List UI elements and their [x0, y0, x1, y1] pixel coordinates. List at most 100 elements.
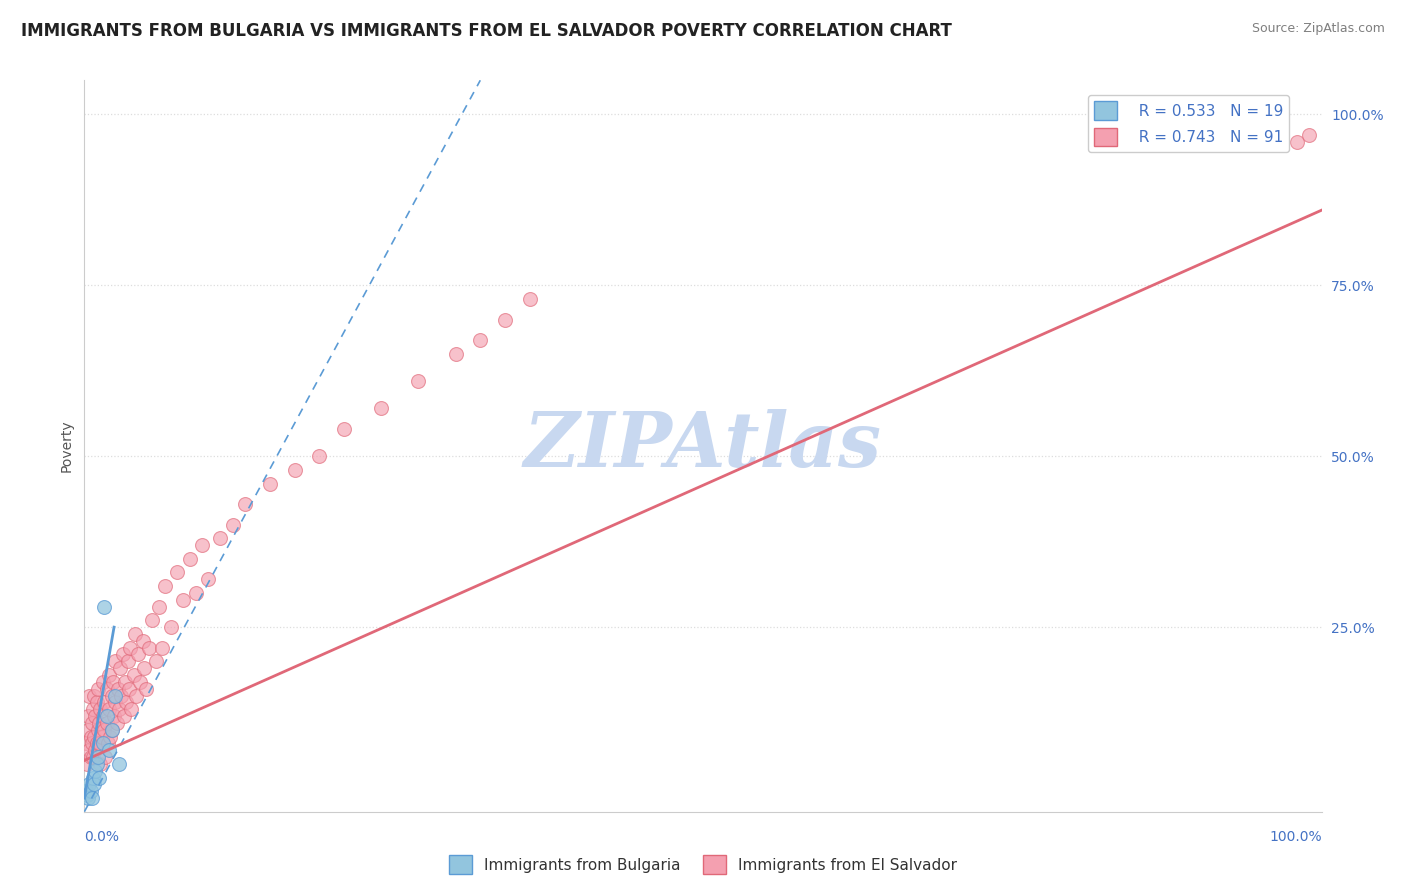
Point: [79, 777, 101, 791]
Point: [83, 689, 105, 703]
Point: [93, 723, 115, 737]
Point: [100, 689, 122, 703]
Point: [76, 788, 98, 802]
Point: [120, 702, 142, 716]
Point: [132, 661, 155, 675]
Point: [89, 715, 111, 730]
Point: [494, 312, 516, 326]
Point: [91, 736, 114, 750]
Point: [91, 709, 114, 723]
Point: [96, 709, 118, 723]
Point: [111, 648, 134, 662]
Point: [135, 681, 157, 696]
Point: [370, 401, 392, 416]
Point: [104, 695, 127, 709]
Point: [86, 736, 108, 750]
Point: [96, 681, 118, 696]
Point: [408, 374, 430, 388]
Point: [79, 730, 101, 744]
Point: [124, 627, 146, 641]
Point: [75, 736, 97, 750]
Point: [104, 689, 127, 703]
Point: [89, 771, 111, 785]
Point: [96, 715, 118, 730]
Point: [117, 654, 139, 668]
Point: [172, 592, 194, 607]
Point: [89, 756, 111, 771]
Point: [86, 695, 108, 709]
Point: [284, 463, 307, 477]
Text: 0.0%: 0.0%: [84, 830, 120, 844]
Point: [333, 422, 356, 436]
Point: [82, 702, 104, 716]
Point: [79, 784, 101, 798]
Point: [118, 681, 141, 696]
Point: [444, 347, 467, 361]
Point: [97, 736, 120, 750]
Point: [104, 654, 127, 668]
Point: [79, 689, 101, 703]
Point: [87, 750, 110, 764]
Point: [77, 791, 100, 805]
Point: [153, 579, 176, 593]
Point: [77, 723, 100, 737]
Point: [87, 723, 110, 737]
Point: [84, 764, 107, 778]
Point: [80, 715, 103, 730]
Point: [120, 640, 142, 655]
Legend: Immigrants from Bulgaria, Immigrants from El Salvador: Immigrants from Bulgaria, Immigrants fro…: [443, 849, 963, 880]
Point: [114, 674, 136, 689]
Point: [197, 572, 219, 586]
Point: [93, 695, 115, 709]
Point: [122, 668, 145, 682]
Text: IMMIGRANTS FROM BULGARIA VS IMMIGRANTS FROM EL SALVADOR POVERTY CORRELATION CHAR: IMMIGRANTS FROM BULGARIA VS IMMIGRANTS F…: [21, 22, 952, 40]
Point: [94, 750, 117, 764]
Point: [77, 709, 100, 723]
Point: [79, 750, 101, 764]
Point: [1298, 128, 1320, 142]
Point: [148, 599, 170, 614]
Point: [101, 674, 124, 689]
Point: [519, 292, 541, 306]
Point: [80, 791, 103, 805]
Point: [86, 756, 108, 771]
Text: 100.0%: 100.0%: [1270, 830, 1322, 844]
Point: [83, 730, 105, 744]
Point: [93, 599, 115, 614]
Point: [131, 633, 153, 648]
Point: [75, 784, 97, 798]
Point: [160, 620, 183, 634]
Point: [166, 566, 188, 580]
Point: [90, 730, 112, 744]
Point: [105, 715, 128, 730]
Point: [138, 640, 160, 655]
Point: [222, 517, 245, 532]
Point: [108, 756, 131, 771]
Point: [76, 756, 98, 771]
Point: [84, 709, 107, 723]
Point: [82, 771, 104, 785]
Point: [150, 640, 173, 655]
Point: [98, 743, 121, 757]
Point: [100, 723, 122, 737]
Point: [209, 531, 232, 545]
Point: [1285, 135, 1308, 149]
Point: [179, 551, 201, 566]
Point: [184, 586, 207, 600]
Point: [308, 449, 330, 463]
Point: [100, 723, 122, 737]
Y-axis label: Poverty: Poverty: [59, 420, 73, 472]
Point: [80, 736, 103, 750]
Point: [91, 674, 114, 689]
Point: [79, 743, 101, 757]
Point: [110, 661, 132, 675]
Point: [129, 674, 152, 689]
Point: [89, 736, 111, 750]
Point: [191, 538, 214, 552]
Point: [145, 654, 167, 668]
Point: [84, 743, 107, 757]
Point: [259, 476, 281, 491]
Point: [110, 689, 132, 703]
Point: [470, 333, 492, 347]
Point: [115, 695, 138, 709]
